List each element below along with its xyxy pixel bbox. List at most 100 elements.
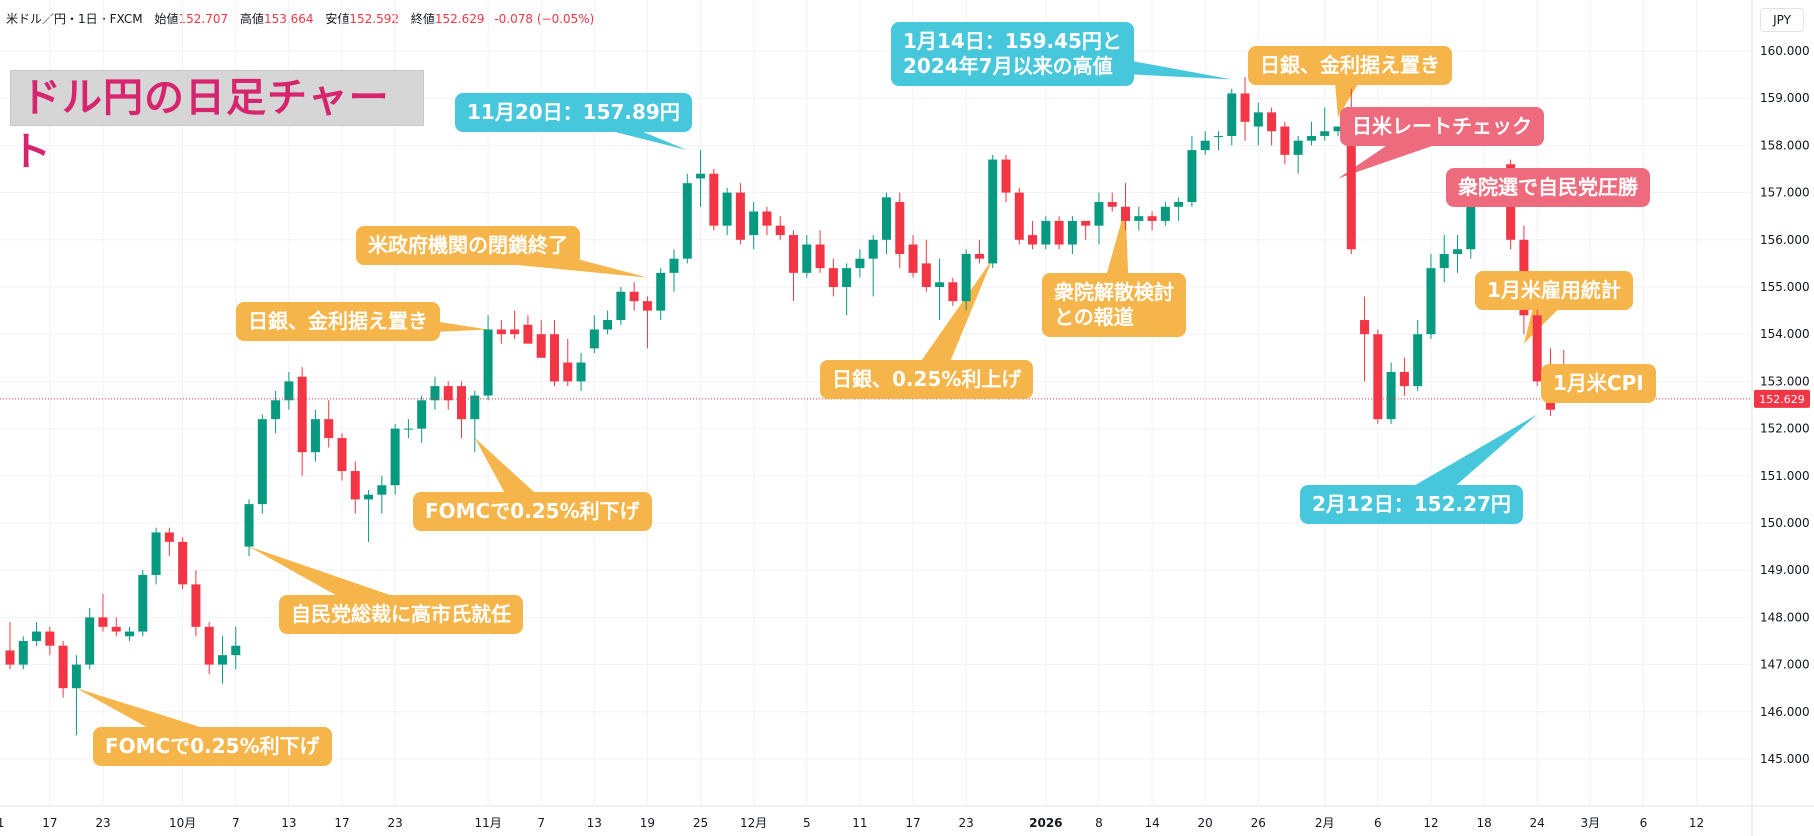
candle-body-19 bbox=[257, 419, 267, 505]
candle-body-97 bbox=[1293, 140, 1303, 155]
candle-body-73 bbox=[974, 253, 984, 259]
candle-body-61 bbox=[815, 244, 825, 269]
candle-body-101 bbox=[1346, 131, 1356, 250]
currency-button[interactable]: JPY bbox=[1760, 8, 1804, 32]
time-tick-28: 3月 bbox=[1580, 816, 1600, 830]
price-tick-13: 158.000 bbox=[1760, 138, 1810, 152]
candle-body-59 bbox=[789, 235, 799, 273]
annotation-us-jobs: 1月米雇用統計 bbox=[1475, 271, 1633, 310]
time-tick-20: 14 bbox=[1144, 816, 1159, 830]
time-tick-14: 5 bbox=[803, 816, 811, 830]
candle-body-76 bbox=[1014, 192, 1024, 240]
price-tick-12: 157.000 bbox=[1760, 186, 1810, 200]
candle-body-115 bbox=[1532, 315, 1542, 382]
candle-body-79 bbox=[1054, 220, 1064, 245]
candle-body-16 bbox=[217, 655, 227, 665]
candle-body-103 bbox=[1373, 334, 1383, 420]
candle-body-81 bbox=[1081, 220, 1091, 226]
annotation-fomc-oct: FOMCで0.25%利下げ bbox=[413, 492, 652, 531]
candle-body-18 bbox=[244, 504, 254, 547]
candle-body-66 bbox=[881, 197, 891, 240]
candle-body-54 bbox=[722, 192, 732, 226]
time-tick-11: 19 bbox=[640, 816, 655, 830]
candle-body-43 bbox=[576, 362, 586, 382]
candle-body-89 bbox=[1187, 150, 1197, 203]
candle-body-69 bbox=[921, 263, 931, 287]
candle-body-93 bbox=[1240, 93, 1250, 122]
current-price-box bbox=[1754, 389, 1810, 408]
time-tick-24: 6 bbox=[1374, 816, 1382, 830]
candle-body-3 bbox=[45, 631, 55, 646]
candle-body-6 bbox=[85, 617, 95, 665]
price-tick-1: 146.000 bbox=[1760, 705, 1810, 719]
price-tick-4: 149.000 bbox=[1760, 563, 1810, 577]
candle-body-23 bbox=[310, 419, 320, 453]
candle-body-53 bbox=[709, 173, 719, 226]
candle-body-105 bbox=[1399, 371, 1409, 387]
candle-body-52 bbox=[696, 173, 706, 179]
change-value: -0.078 (−0.05%) bbox=[494, 12, 595, 26]
candle-body-36 bbox=[483, 329, 493, 396]
candle-body-48 bbox=[642, 301, 652, 311]
candle-body-39 bbox=[523, 324, 533, 344]
candle-body-107 bbox=[1426, 268, 1436, 335]
annotation-rate-check: 日米レートチェック bbox=[1340, 107, 1544, 146]
candle-body-24 bbox=[324, 419, 334, 439]
candle-body-10 bbox=[138, 574, 148, 632]
time-tick-17: 23 bbox=[959, 816, 974, 830]
annotation-takaichi: 自民党総裁に高市氏就任 bbox=[279, 595, 523, 634]
candle-body-50 bbox=[669, 258, 679, 273]
callout-pointer-6 bbox=[919, 258, 993, 378]
time-tick-26: 18 bbox=[1476, 816, 1491, 830]
time-tick-23: 2月 bbox=[1315, 816, 1335, 830]
candle-body-100 bbox=[1333, 126, 1343, 132]
close-label: 終値 bbox=[410, 12, 435, 26]
candle-body-55 bbox=[735, 192, 745, 240]
price-tick-7: 152.000 bbox=[1760, 422, 1810, 436]
time-tick-12: 25 bbox=[693, 816, 708, 830]
candle-body-5 bbox=[71, 664, 81, 689]
candle-body-109 bbox=[1453, 249, 1463, 254]
candle-body-28 bbox=[377, 485, 387, 495]
price-tick-2: 147.000 bbox=[1760, 658, 1810, 672]
open-label: 始値 bbox=[154, 12, 179, 26]
candles bbox=[5, 76, 1569, 736]
candle-body-71 bbox=[948, 282, 958, 302]
candle-body-47 bbox=[629, 291, 639, 302]
price-tick-14: 159.000 bbox=[1760, 91, 1810, 105]
price-tick-10: 155.000 bbox=[1760, 280, 1810, 294]
candle-body-27 bbox=[364, 494, 374, 500]
annotation-boj-hold-jan: 日銀、金利据え置き bbox=[1248, 46, 1452, 85]
candle-body-84 bbox=[1121, 206, 1131, 221]
candle-body-82 bbox=[1094, 202, 1104, 226]
time-tick-21: 20 bbox=[1198, 816, 1213, 830]
price-tick-11: 156.000 bbox=[1760, 233, 1810, 247]
candle-body-60 bbox=[802, 244, 812, 273]
price-axis: 145.000 146.000 147.000 148.000 149.000 150.0… bbox=[1760, 44, 1810, 766]
candle-body-88 bbox=[1174, 202, 1184, 207]
candle-body-108 bbox=[1439, 253, 1449, 269]
annotation-nov20-high: 11月20日：157.89円 bbox=[455, 93, 692, 132]
candle-body-72 bbox=[961, 253, 971, 302]
candle-body-94 bbox=[1253, 112, 1263, 127]
candle-body-29 bbox=[390, 428, 400, 486]
candle-body-99 bbox=[1320, 131, 1330, 136]
annotation-shutdown-end: 米政府機関の閉鎖終了 bbox=[356, 226, 580, 265]
candle-body-14 bbox=[191, 584, 201, 627]
candle-body-56 bbox=[749, 211, 759, 236]
price-tick-6: 151.000 bbox=[1760, 469, 1810, 483]
low-label: 安値 bbox=[325, 12, 350, 26]
time-tick-16: 17 bbox=[905, 816, 920, 830]
candle-body-35 bbox=[470, 395, 480, 420]
candle-body-41 bbox=[549, 334, 559, 382]
candle-body-104 bbox=[1386, 371, 1396, 420]
time-tick-1: 17 bbox=[42, 816, 57, 830]
candle-body-96 bbox=[1280, 126, 1290, 155]
candle-body-51 bbox=[682, 183, 692, 259]
candle-body-110 bbox=[1466, 197, 1476, 250]
time-tick-25: 12 bbox=[1423, 816, 1438, 830]
candle-body-78 bbox=[1041, 220, 1051, 245]
candle-body-90 bbox=[1200, 140, 1210, 151]
time-tick-13: 12月 bbox=[740, 816, 767, 830]
price-tick-3: 148.000 bbox=[1760, 610, 1810, 624]
